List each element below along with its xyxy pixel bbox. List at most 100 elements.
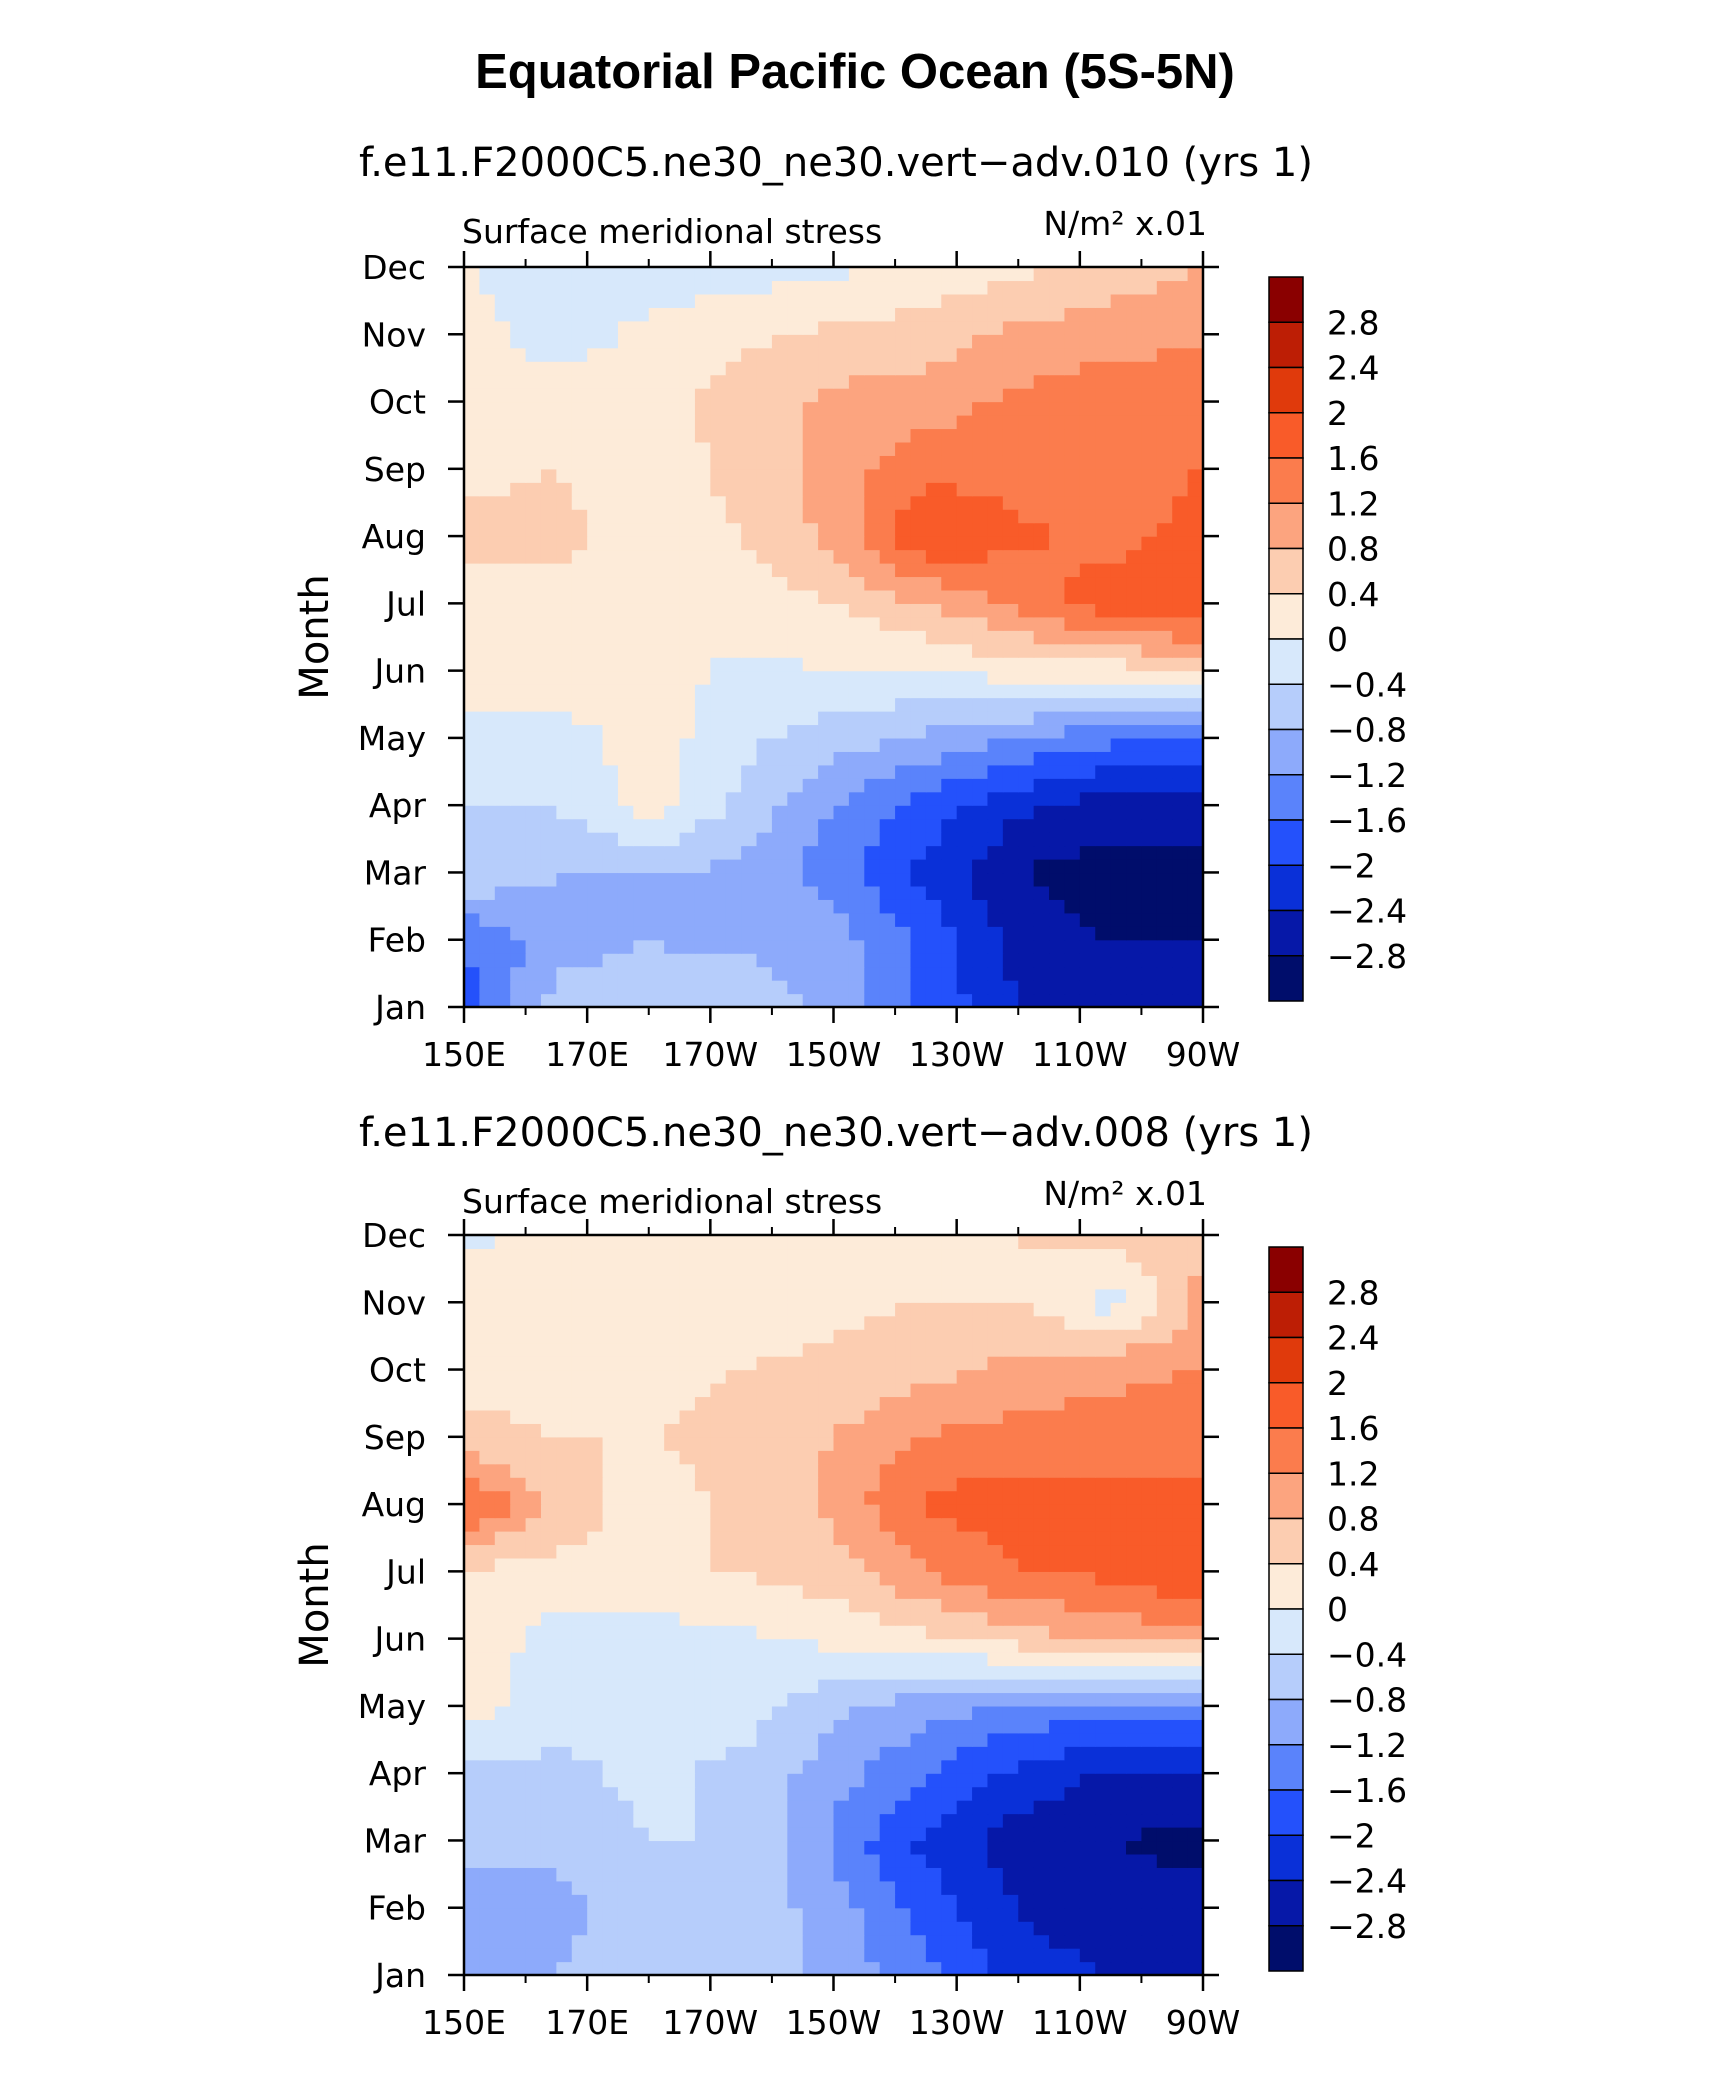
field-cell [479,1409,496,1424]
field-cell [987,1490,1004,1505]
field-cell [972,1477,989,1492]
field-cell [956,1598,973,1613]
field-cell [540,1584,557,1599]
field-cell [510,1773,527,1788]
field-cell [494,1490,511,1505]
field-cell [1156,320,1173,335]
field-cell [725,1921,742,1936]
field-cell [1095,1773,1112,1788]
field-cell [1110,280,1127,295]
field-cell [710,509,727,524]
field-cell [771,1813,788,1828]
field-cell [556,1719,573,1734]
field-cell [587,495,604,510]
field-cell [710,832,727,847]
field-cell [633,1759,650,1774]
figure-title: Equatorial Pacific Ocean (5S-5N) [475,45,1235,99]
field-cell [910,1759,927,1774]
field-cell [664,872,681,887]
field-cell [1156,872,1173,887]
field-cell [864,859,881,874]
field-cell [1187,1934,1204,1949]
field-cell [633,711,650,726]
field-cell [987,334,1004,349]
colorbar-label: 2.4 [1327,349,1379,388]
field-cell [787,684,804,699]
field-cell [848,1625,865,1640]
field-cell [1187,1598,1204,1613]
field-cell [956,805,973,820]
field-cell [848,1557,865,1572]
field-cell [1079,1759,1096,1774]
field-cell [464,589,480,604]
field-cell [1018,1356,1035,1371]
field-cell [956,684,973,699]
field-cell [633,1786,650,1801]
field-cell [679,939,696,954]
field-cell [1049,1921,1066,1936]
field-cell [648,845,665,860]
field-cell [1126,1383,1143,1398]
field-cell [864,1665,881,1680]
field-cell [602,482,619,497]
field-cell [540,1759,557,1774]
field-cell [1095,1490,1112,1505]
field-cell [848,1490,865,1505]
field-cell [1033,751,1050,766]
field-cell [1110,1625,1127,1640]
field-cell [540,1490,557,1505]
field-cell [864,1463,881,1478]
field-cell [802,751,819,766]
field-cell [617,401,634,416]
field-cell [1002,1907,1019,1922]
field-cell [1079,1719,1096,1734]
field-cell [1172,1786,1189,1801]
field-cell [895,1894,912,1909]
field-cell [664,563,681,578]
field-cell [895,805,912,820]
field-cell [1172,1934,1189,1949]
field-cell [464,1813,480,1828]
field-cell [510,1840,527,1855]
field-cell [494,1652,511,1667]
field-cell [910,1625,927,1640]
field-cell [1049,603,1066,618]
field-cell [941,845,958,860]
field-cell [617,280,634,295]
field-cell [710,643,727,658]
field-cell [741,1517,758,1532]
field-cell [1110,495,1127,510]
field-cell [941,859,958,874]
field-cell [710,1436,727,1451]
field-cell [1095,818,1112,833]
field-cell [1002,684,1019,699]
field-cell [633,1544,650,1559]
field-cell [510,953,527,968]
field-cell [1018,1867,1035,1882]
field-cell [525,1746,542,1761]
field-cell [787,724,804,739]
field-cell [1126,536,1143,551]
field-cell [1018,441,1035,456]
field-cell [756,1436,773,1451]
field-cell [617,1450,634,1465]
field-cell [895,1880,912,1895]
field-cell [602,966,619,981]
field-cell [941,1840,958,1855]
field-cell [648,1611,665,1626]
field-cell [587,845,604,860]
field-cell [848,966,865,981]
field-cell [864,1517,881,1532]
field-cell [1033,388,1050,403]
field-cell [1002,334,1019,349]
field-cell [741,1638,758,1653]
field-cell [941,482,958,497]
field-cell [525,401,542,416]
field-cell [571,307,588,322]
field-cell [464,1356,480,1371]
field-cell [587,536,604,551]
field-cell [910,1544,927,1559]
field-cell [756,1692,773,1707]
field-cell [879,966,896,981]
field-cell [694,1463,711,1478]
